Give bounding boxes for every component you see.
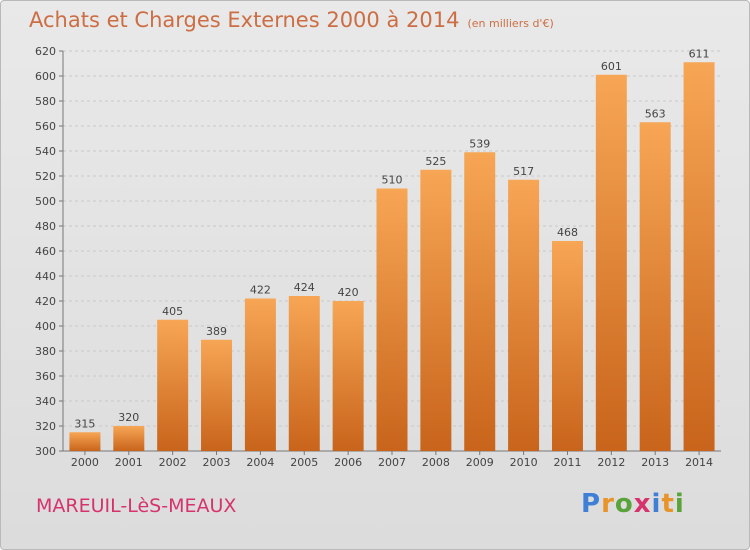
- bar-value-label: 405: [162, 305, 183, 318]
- bar-value-label: 424: [294, 281, 315, 294]
- x-tick-label: 2014: [685, 456, 713, 469]
- logo-letter: P: [581, 489, 602, 519]
- y-tick-label: 520: [35, 170, 56, 183]
- bar: [376, 188, 408, 451]
- bars: [69, 62, 715, 451]
- bar: [244, 298, 276, 451]
- x-tick-label: 2013: [641, 456, 669, 469]
- bar-value-label: 389: [206, 325, 227, 338]
- x-tick-label: 2001: [115, 456, 143, 469]
- bar: [683, 62, 715, 451]
- bar: [157, 319, 189, 451]
- bar-value-label: 420: [338, 286, 359, 299]
- bar: [508, 179, 540, 451]
- y-tick-label: 320: [35, 420, 56, 433]
- y-tick-label: 300: [35, 445, 56, 458]
- x-tick-label: 2000: [71, 456, 99, 469]
- bar-value-label: 539: [469, 137, 490, 150]
- bar-value-label: 525: [425, 155, 446, 168]
- y-tick-label: 560: [35, 120, 56, 133]
- y-tick-label: 500: [35, 195, 56, 208]
- x-tick-label: 2003: [203, 456, 231, 469]
- data-labels: 315 320 405 389 422 424 420 510 525 539 517 468 601 5…: [74, 47, 709, 430]
- bar: [201, 339, 233, 451]
- chart-unit-note: (en milliers d'€): [467, 17, 554, 30]
- bar-value-label: 468: [557, 226, 578, 239]
- x-tick-label: 2006: [334, 456, 362, 469]
- proxiti-logo: Proxiti: [581, 489, 685, 519]
- bar-value-label: 517: [513, 165, 534, 178]
- logo-letter: i: [674, 489, 685, 519]
- y-tick-label: 340: [35, 395, 56, 408]
- x-tick-label: 2005: [290, 456, 318, 469]
- bar: [639, 122, 671, 451]
- y-tick-label: 440: [35, 270, 56, 283]
- y-tick-label: 460: [35, 245, 56, 258]
- x-tick-labels: 2000 2001 2002 2003 2004 2005 2006 2007 2008 2009…: [71, 451, 713, 469]
- x-tick-label: 2012: [597, 456, 625, 469]
- x-tick-label: 2011: [553, 456, 581, 469]
- bar-value-label: 611: [689, 47, 710, 60]
- y-tick-label: 480: [35, 220, 56, 233]
- bar: [551, 241, 583, 451]
- y-tick-label: 620: [35, 45, 56, 58]
- bar: [332, 301, 364, 451]
- x-tick-label: 2010: [510, 456, 538, 469]
- bar: [595, 74, 627, 451]
- y-tick-label: 400: [35, 320, 56, 333]
- y-tick-label: 420: [35, 295, 56, 308]
- y-tick-label: 360: [35, 370, 56, 383]
- bar: [69, 432, 101, 451]
- logo-letter: x: [633, 489, 652, 519]
- y-tick-label: 380: [35, 345, 56, 358]
- x-tick-label: 2004: [246, 456, 274, 469]
- bar-value-label: 422: [250, 284, 271, 297]
- x-tick-label: 2002: [159, 456, 187, 469]
- bar: [420, 169, 452, 451]
- bar-value-label: 563: [645, 107, 666, 120]
- logo-letter: t: [661, 489, 675, 519]
- logo-letter: i: [651, 489, 662, 519]
- y-tick-label: 600: [35, 70, 56, 83]
- y-tick-label: 580: [35, 95, 56, 108]
- bar-value-label: 320: [118, 411, 139, 424]
- bar: [113, 426, 145, 451]
- x-tick-label: 2007: [378, 456, 406, 469]
- bar-value-label: 315: [74, 417, 95, 430]
- bar: [464, 152, 496, 451]
- y-tick-label: 540: [35, 145, 56, 158]
- x-tick-label: 2009: [466, 456, 494, 469]
- logo-letter: r: [601, 489, 615, 519]
- bar-value-label: 510: [382, 174, 403, 187]
- logo-letter: o: [614, 489, 634, 519]
- y-tick-labels: 300 320 340 360 380 400 420 440 460 480 500 520 540 5…: [35, 45, 56, 458]
- chart-title-text: Achats et Charges Externes 2000 à 2014: [29, 8, 460, 32]
- x-tick-label: 2008: [422, 456, 450, 469]
- commune-name: MAREUIL-LèS-MEAUX: [36, 495, 237, 517]
- chart-title: Achats et Charges Externes 2000 à 2014 (e…: [29, 8, 554, 32]
- bar-value-label: 601: [601, 60, 622, 73]
- bar: [288, 296, 320, 451]
